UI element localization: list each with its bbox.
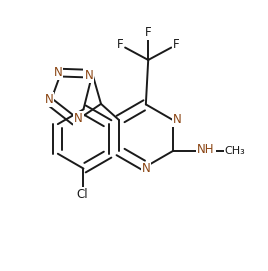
Text: NH: NH xyxy=(197,143,215,156)
Text: N: N xyxy=(173,114,182,127)
Text: N: N xyxy=(54,66,62,79)
Text: N: N xyxy=(142,163,150,176)
Text: N: N xyxy=(44,93,53,106)
Text: Cl: Cl xyxy=(76,188,88,201)
Text: N: N xyxy=(74,112,83,125)
Text: CH₃: CH₃ xyxy=(225,146,245,156)
Text: F: F xyxy=(117,38,123,51)
Text: F: F xyxy=(173,38,180,51)
Text: F: F xyxy=(145,26,151,39)
Text: N: N xyxy=(84,69,93,82)
